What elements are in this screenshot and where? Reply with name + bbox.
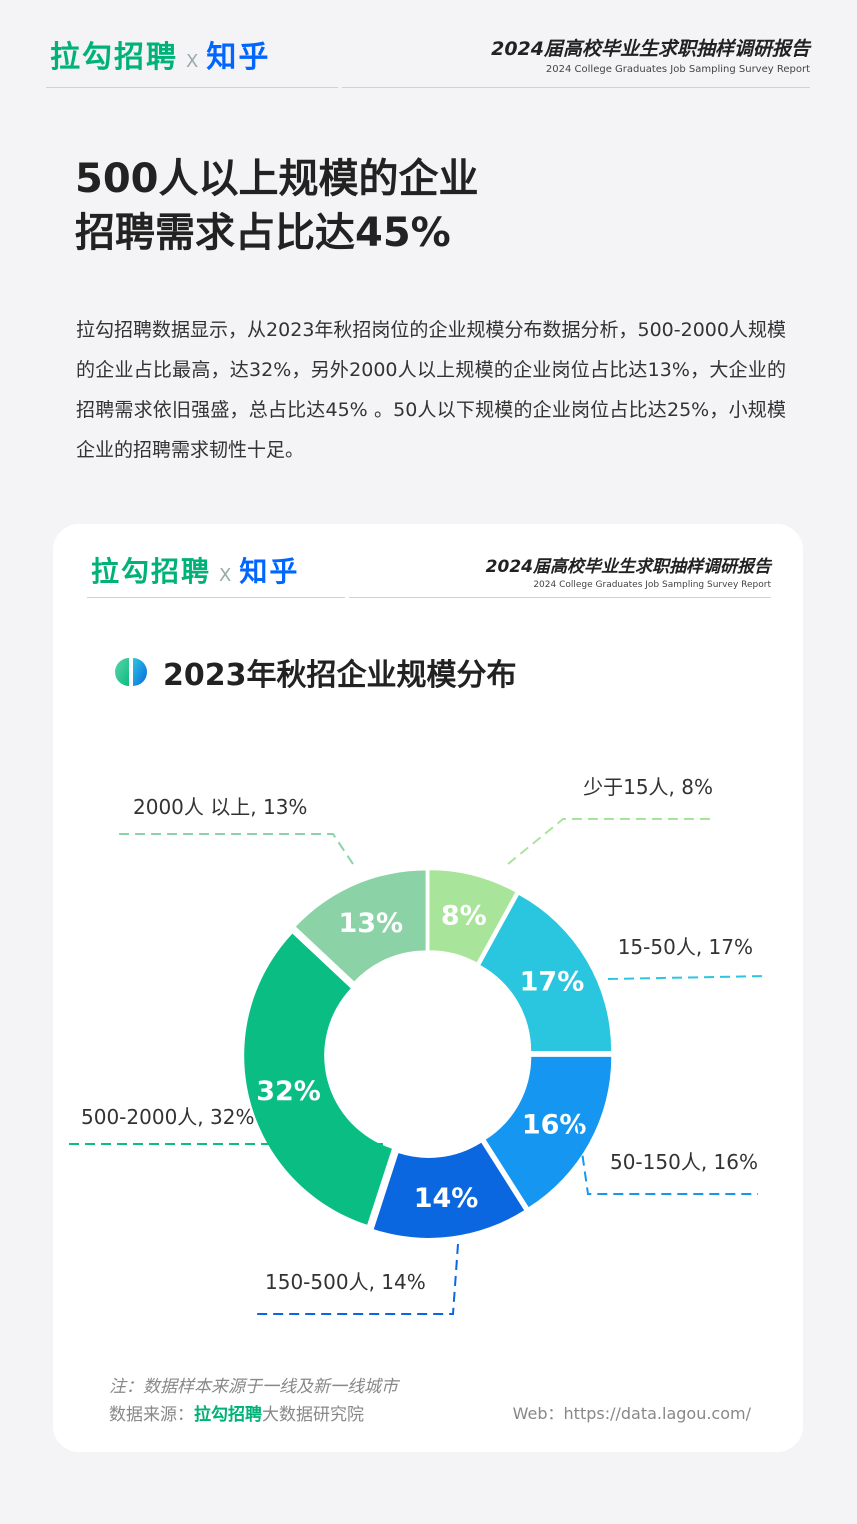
leader-line — [577, 1123, 758, 1195]
chart-card: 拉勾招聘 X 知乎 2024届高校毕业生求职抽样调研报告 2024 Colleg… — [53, 524, 803, 1452]
slice-percent-label: 13% — [338, 908, 403, 939]
data-source-suffix: 大数据研究院 — [262, 1405, 364, 1425]
page-header: 拉勾招聘 X 知乎 2024届高校毕业生求职抽样调研报告 2024 Colleg… — [46, 28, 810, 90]
leader-line — [507, 818, 713, 865]
card-zhihu-logo: 知乎 — [239, 555, 300, 588]
card-brand-logos: 拉勾招聘 X 知乎 — [91, 550, 299, 590]
brand-logos: 拉勾招聘 X 知乎 — [50, 32, 270, 76]
brand-separator: X — [186, 51, 199, 72]
slice-category-label: 50-150人, 16% — [610, 1150, 758, 1174]
report-title: 2024届高校毕业生求职抽样调研报告 2024 College Graduate… — [491, 34, 810, 75]
slice-percent-label: 17% — [520, 967, 585, 998]
slice-category-label: 15-50人, 17% — [618, 935, 753, 959]
zhihu-logo: 知乎 — [206, 40, 271, 75]
donut-slice — [244, 933, 392, 1225]
half-circles-logo-icon — [115, 658, 147, 686]
leader-line — [253, 1243, 459, 1315]
card-header-divider-gap — [345, 594, 349, 600]
data-source-brand: 拉勾招聘 — [194, 1405, 262, 1425]
slice-percent-label: 14% — [414, 1183, 479, 1214]
slice-category-label: 500-2000人, 32% — [81, 1105, 254, 1129]
report-title-cn: 2024届高校毕业生求职抽样调研报告 — [491, 38, 810, 60]
donut-slice — [480, 894, 612, 1051]
leader-line — [118, 833, 354, 865]
data-source-prefix: 数据来源： — [109, 1405, 194, 1425]
data-source: 数据来源：拉勾招聘大数据研究院 — [109, 1400, 364, 1425]
card-report-title-en: 2024 College Graduates Job Sampling Surv… — [533, 580, 771, 590]
intro-paragraph: 拉勾招聘数据显示，从2023年秋招岗位的企业规模分布数据分析，500-2000人… — [76, 319, 786, 461]
donut-chart: 8% 少于15人, 8% 17% 15-50人, 17% 16% 50-150人, 16%… — [63, 775, 769, 1315]
data-note: 注：数据样本来源于一线及新一线城市 — [109, 1377, 398, 1397]
chart-title: 2023年秋招企业规模分布 — [163, 658, 517, 693]
slice-percent-label: 32% — [256, 1076, 321, 1107]
card-report-title-cn: 2024届高校毕业生求职抽样调研报告 — [485, 557, 771, 577]
card-lagou-logo: 拉勾招聘 — [91, 555, 212, 588]
card-report-title: 2024届高校毕业生求职抽样调研报告 2024 College Graduate… — [486, 552, 771, 590]
page-title-line-2: 招聘需求占比达45% — [75, 210, 451, 256]
slice-percent-label: 16% — [522, 1109, 587, 1140]
web-link[interactable]: Web：https://data.lagou.com/ — [512, 1404, 751, 1423]
header-divider — [46, 87, 810, 88]
slice-percent-label: 8% — [441, 901, 487, 932]
report-title-en: 2024 College Graduates Job Sampling Surv… — [545, 64, 810, 75]
donut-slice — [485, 1056, 612, 1208]
page-title: 500人以上规模的企业 招聘需求占比达45% — [75, 152, 479, 260]
header-divider-gap — [338, 84, 342, 90]
chart-heading: 2023年秋招企业规模分布 — [109, 650, 517, 694]
card-header-divider — [87, 597, 771, 598]
donut-slice — [295, 870, 426, 982]
slice-category-label: 少于15人, 8% — [583, 775, 713, 799]
leader-line — [607, 975, 769, 980]
lagou-logo: 拉勾招聘 — [50, 40, 178, 75]
donut-slice — [429, 870, 516, 963]
donut-slice — [373, 1142, 525, 1238]
page-title-line-1: 500人以上规模的企业 — [75, 156, 479, 202]
card-brand-separator: X — [219, 565, 232, 586]
card-header: 拉勾招聘 X 知乎 2024届高校毕业生求职抽样调研报告 2024 Colleg… — [87, 546, 771, 600]
slice-category-label: 150-500人, 14% — [265, 1270, 426, 1294]
slice-category-label: 2000人 以上, 13% — [133, 795, 307, 819]
